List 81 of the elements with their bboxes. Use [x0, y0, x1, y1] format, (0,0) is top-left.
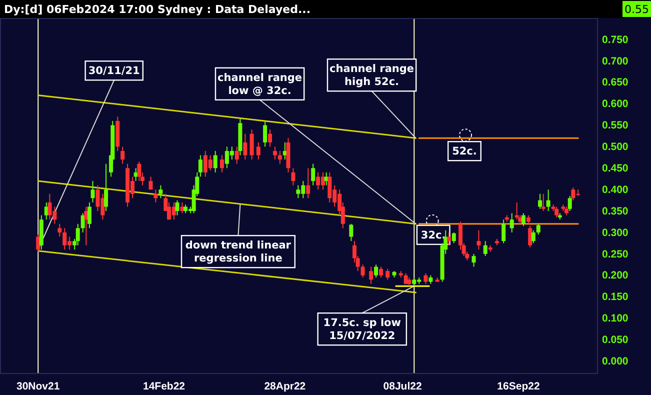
candlestick — [291, 168, 296, 186]
y-tick-label: 0.650 — [602, 76, 628, 89]
y-tick-label: 0.400 — [602, 184, 628, 196]
y-tick-label: 0.000 — [602, 355, 628, 368]
candlestick — [268, 129, 272, 148]
candlestick — [476, 230, 481, 250]
candlestick — [521, 212, 526, 227]
candlestick — [378, 266, 383, 278]
candlestick — [536, 223, 540, 236]
y-tick-label: 0.500 — [602, 141, 628, 154]
candlestick — [424, 272, 428, 284]
candlestick — [250, 129, 254, 160]
y-tick-label: 0.100 — [602, 312, 628, 325]
candlestick — [137, 161, 142, 182]
candlestick — [58, 223, 62, 238]
text: 0.55 — [624, 3, 649, 16]
candlestick — [311, 163, 316, 186]
candlestick — [272, 146, 277, 160]
y-tick-label: 0.550 — [602, 120, 628, 132]
candlestick — [538, 193, 542, 210]
candlestick — [386, 268, 390, 280]
x-tick-label: 16Sep22 — [497, 380, 540, 392]
candlestick — [175, 200, 180, 216]
candlestick — [360, 264, 365, 278]
candlestick — [510, 212, 514, 233]
candlestick — [220, 154, 224, 173]
y-tick-label: 0.200 — [602, 270, 628, 282]
y-tick-label: 0.150 — [602, 291, 628, 304]
candlestick — [198, 154, 202, 178]
candlestick — [104, 163, 108, 212]
candlestick — [213, 150, 218, 173]
y-tick-label: 0.350 — [602, 205, 628, 218]
candlestick — [36, 234, 40, 252]
candlestick — [452, 232, 456, 244]
x-tick-label: 30Nov21 — [16, 380, 60, 392]
candlestick — [180, 202, 184, 214]
annotation: down trend linear regression line — [185, 240, 292, 265]
candlestick — [243, 133, 248, 160]
x-tick-label: 14Feb22 — [142, 380, 186, 392]
candlestick — [546, 189, 550, 212]
candlestick — [528, 226, 532, 248]
candlestick — [234, 146, 239, 164]
annotation: channel range high 52c. — [330, 63, 414, 88]
candlestick — [568, 196, 572, 212]
candlestick — [502, 219, 506, 244]
y-tick-label: 0.050 — [602, 334, 628, 346]
candlestick — [87, 202, 92, 229]
y-tick-label: 0.700 — [602, 55, 628, 68]
annotation: 52c. — [452, 146, 477, 158]
y-tick-label: 0.600 — [602, 98, 628, 110]
candlestick — [483, 240, 488, 257]
candlestick — [278, 150, 282, 164]
candlestick — [349, 223, 354, 242]
candlestick — [554, 206, 559, 218]
candlestick — [263, 120, 268, 148]
candlestick — [148, 176, 153, 190]
candlestick — [120, 146, 125, 164]
y-tick-label: 0.250 — [602, 248, 628, 260]
x-tick-label: 28Apr22 — [264, 380, 306, 392]
annotation: channel range low @ 32c. — [218, 72, 302, 97]
candlestick — [446, 232, 451, 246]
candlestick — [514, 202, 519, 220]
candlestick — [472, 253, 476, 268]
chart-title: Dy:[d] 06Feb2024 17:00 Sydney : Data Delayed... — [4, 3, 310, 16]
candlestick — [158, 184, 163, 199]
y-tick-label: 0.750 — [602, 34, 628, 46]
candlestick — [369, 266, 374, 284]
candlestick — [90, 180, 95, 203]
annotation: 32c. — [420, 229, 446, 242]
annotation: 30/11/21 — [88, 65, 140, 78]
candlestick — [541, 193, 546, 212]
candlestick — [306, 168, 310, 199]
x-tick-label: 08Jul22 — [383, 380, 422, 392]
annotation: 17.5c. sp low 15/07/2022 — [323, 317, 402, 342]
y-tick-label: 0.300 — [602, 226, 628, 239]
candlestick — [76, 223, 80, 246]
candlestick — [374, 264, 378, 278]
candlestick — [531, 230, 536, 244]
candlestick — [256, 142, 260, 160]
y-tick-label: 0.450 — [602, 162, 628, 174]
candlestick — [154, 189, 158, 203]
